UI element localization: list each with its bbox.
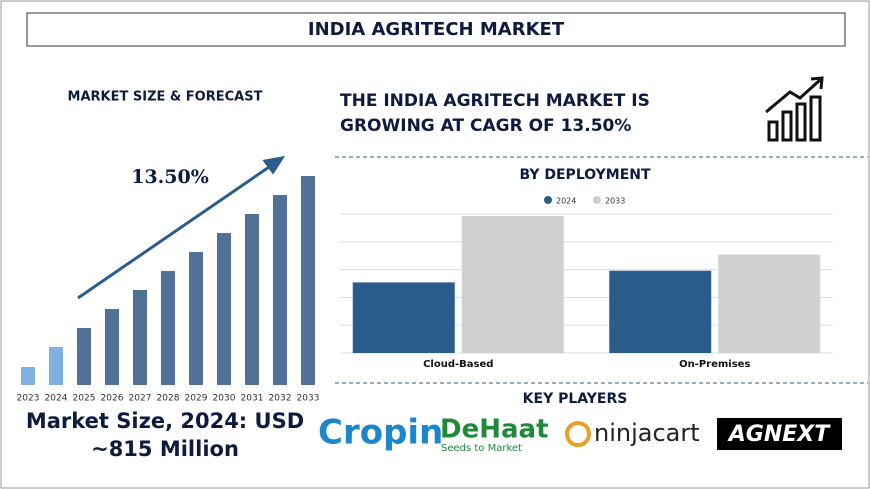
x-tick-label: 2023 [17,394,40,404]
bar [609,270,712,353]
logo: Cropin [318,413,443,453]
logo-tagline: Seeds to Market [441,443,522,454]
bar [105,309,119,385]
chart-title: MARKET SIZE & FORECAST [68,90,263,105]
legend-swatch [593,196,601,204]
headline: GROWING AT CAGR OF 13.50% [340,116,631,136]
bar [352,282,455,353]
section-title: KEY PLAYERS [523,391,628,407]
chart-title: BY DEPLOYMENT [519,167,651,183]
x-tick-label: 2028 [157,394,180,404]
trend-arrow [77,155,286,300]
market-size: ~815 Million [91,437,239,461]
page-title: INDIA AGRITECH MARKET [308,19,565,40]
growth-icon [765,76,824,142]
x-tick-label: Cloud-Based [423,359,493,370]
logo: AGNEXT [727,422,831,447]
x-tick-label: 2031 [241,394,264,404]
x-tick-label: 2024 [45,394,68,404]
bar [189,252,203,385]
bar [49,347,63,385]
market-size: Market Size, 2024: USD [26,409,304,433]
bar [217,233,231,385]
bar [161,271,175,385]
bar [21,367,35,385]
headline: THE INDIA AGRITECH MARKET IS [340,91,650,111]
x-tick-label: 2029 [185,394,208,404]
x-tick-label: 2033 [297,394,320,404]
logo: DeHaat [440,415,549,445]
bar [245,214,259,385]
legend-swatch [544,196,552,204]
title-box [26,12,846,47]
bar [461,215,564,353]
x-tick-label: 2026 [101,394,124,404]
cagr-annotation: 13.50% [131,166,209,188]
logo-background [717,418,842,450]
bar [301,176,315,385]
logo: ninjacart [594,419,700,447]
bar [273,195,287,385]
x-tick-label: On-Premises [679,359,750,370]
logo-icon [565,421,591,447]
x-tick-label: 2025 [73,394,96,404]
legend-label: 2033 [605,197,625,206]
bar [77,328,91,385]
x-tick-label: 2030 [213,394,236,404]
legend-label: 2024 [556,197,576,206]
x-tick-label: 2027 [129,394,152,404]
bar [718,254,821,353]
x-tick-label: 2032 [269,394,292,404]
bar [133,290,147,385]
